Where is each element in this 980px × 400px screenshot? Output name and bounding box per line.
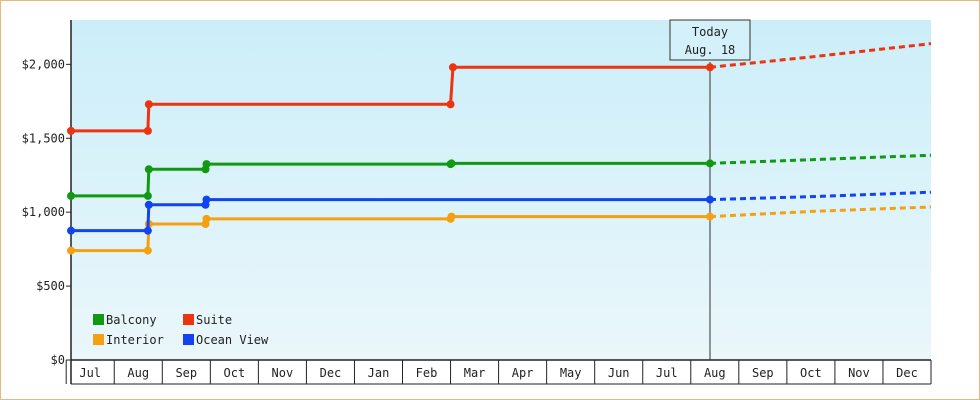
data-point-suite xyxy=(67,126,75,135)
legend-swatch-suite xyxy=(183,314,194,325)
x-tick-label: Jun xyxy=(608,366,630,380)
forecast-line-ocean-view xyxy=(709,190,932,202)
x-tick-label: Dec xyxy=(320,366,342,380)
data-point-interior xyxy=(143,246,152,255)
x-tick-label: Apr xyxy=(512,366,534,380)
series-line-suite xyxy=(71,65,710,133)
data-point-balcony xyxy=(144,165,153,174)
data-point-suite xyxy=(446,100,455,109)
x-tick-label: Sep xyxy=(752,366,774,380)
plot-area xyxy=(71,20,931,360)
x-tick-label: Jul xyxy=(656,366,678,380)
x-tick-label: Oct xyxy=(800,366,822,380)
x-tick-label: May xyxy=(560,366,582,380)
legend-swatch-balcony xyxy=(93,314,104,325)
y-tick-label: $500 xyxy=(36,279,65,293)
data-point-suite xyxy=(143,126,152,135)
forecast-line-balcony xyxy=(709,153,932,165)
today-label-box xyxy=(669,19,751,61)
data-point-interior xyxy=(67,246,75,255)
legend-label-interior: Interior xyxy=(106,333,164,347)
x-axis: Jul Aug Sep Oct Nov Dec Jan Feb Mar Apr May Jun Jul A… xyxy=(65,359,932,385)
legend-swatch-ocean-view xyxy=(183,334,194,345)
legend-label-balcony: Balcony xyxy=(106,313,157,327)
x-tick-label: Aug xyxy=(127,366,149,380)
series-lines xyxy=(67,42,932,255)
y-tick-label: $1,000 xyxy=(22,205,65,219)
data-point-ocean-view xyxy=(202,195,211,204)
x-tick-label: Dec xyxy=(896,366,918,380)
forecast-line-suite xyxy=(709,42,932,69)
data-point-balcony xyxy=(143,191,152,200)
y-tick-label: $0 xyxy=(51,353,65,367)
x-tick-label: Oct xyxy=(224,366,246,380)
legend: Balcony Suite Interior Ocean View xyxy=(93,313,269,347)
forecast-line-interior xyxy=(709,205,932,219)
x-tick-label: Mar xyxy=(464,366,486,380)
y-tick-label: $1,500 xyxy=(22,131,65,145)
data-point-suite xyxy=(144,100,153,109)
x-tick-label: Feb xyxy=(416,366,438,380)
data-point-interior xyxy=(202,214,211,223)
data-point-interior xyxy=(447,212,456,221)
x-tick-label: Aug xyxy=(704,366,726,380)
x-tick-label: Nov xyxy=(848,366,870,380)
legend-label-ocean-view: Ocean View xyxy=(196,333,269,347)
x-tick-label: Jan xyxy=(368,366,390,380)
data-point-ocean-view xyxy=(143,226,152,235)
data-point-suite xyxy=(448,63,457,72)
today-marker: Today Aug. 18 xyxy=(669,19,751,360)
x-tick-label: Nov xyxy=(272,366,294,380)
data-point-balcony xyxy=(67,191,75,200)
y-tick-label: $2,000 xyxy=(22,57,65,71)
x-tick-label: Sep xyxy=(175,366,197,380)
today-date: Aug. 18 xyxy=(685,43,736,57)
x-tick-label: Jul xyxy=(79,366,101,380)
today-label: Today xyxy=(692,25,728,39)
data-point-balcony xyxy=(447,159,456,168)
legend-label-suite: Suite xyxy=(196,313,232,327)
data-point-ocean-view xyxy=(67,226,75,235)
legend-swatch-interior xyxy=(93,334,104,345)
y-axis: $0 $500 $1,000 $1,500 $2,000 xyxy=(22,20,72,384)
series-line-ocean-view xyxy=(71,198,710,233)
data-point-ocean-view xyxy=(144,200,153,209)
data-point-balcony xyxy=(202,160,211,169)
